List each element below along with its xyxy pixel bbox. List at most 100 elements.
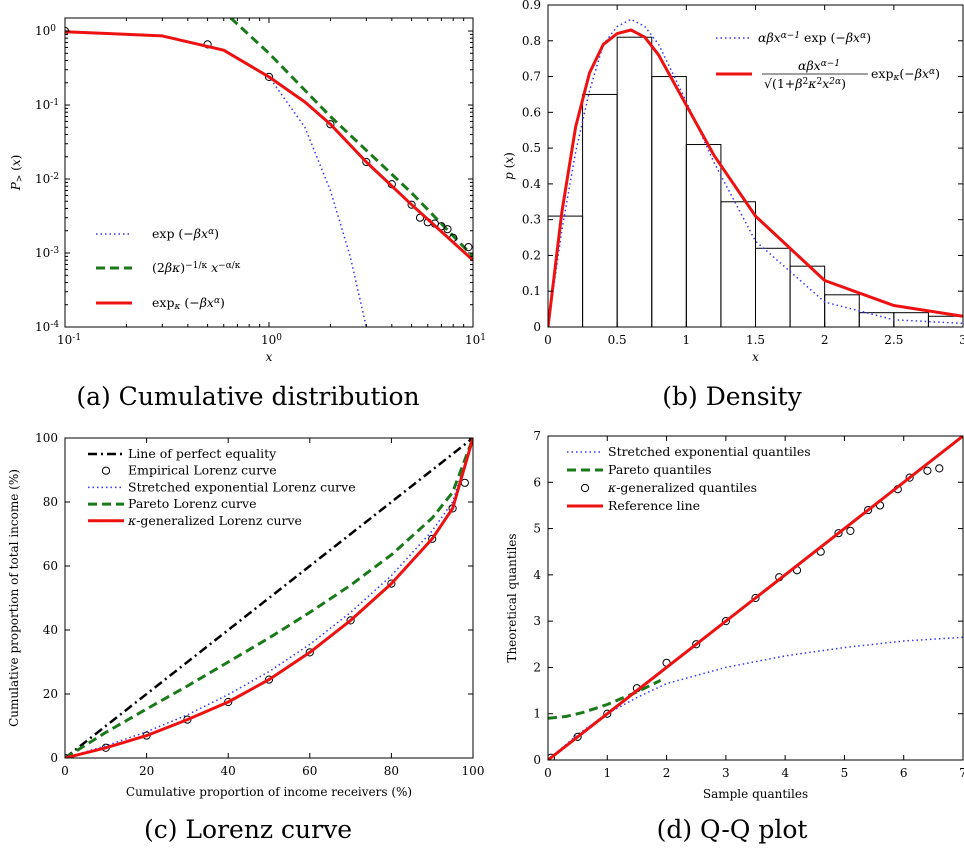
series-d-2-point <box>751 593 760 603</box>
x-tick-label: 40 <box>221 764 236 778</box>
histogram-bar <box>755 247 791 328</box>
y-tick-label: 100 <box>35 24 56 38</box>
y-tick-label: 0.7 <box>522 70 541 84</box>
panel-a: 10-1 100 101 10-4 10-3 10-2 10-1 100 x P> (x) (a) … <box>9 17 486 411</box>
series-c-1-point <box>346 616 355 625</box>
x-tick-label: 3 <box>959 333 964 347</box>
legend-entry: Pareto Lorenz curve <box>128 496 257 511</box>
x-axis-label: x <box>266 350 273 364</box>
histogram-bar <box>927 315 964 328</box>
series-d-1-line <box>548 679 662 720</box>
x-tick-label: 80 <box>384 764 399 778</box>
legend-entry: αβxα−1 <box>798 58 840 73</box>
y-tick-label: 0.4 <box>522 177 541 191</box>
plot-frame <box>547 435 964 761</box>
x-tick-label: 10-1 <box>57 333 81 347</box>
legend-swatch <box>580 483 590 493</box>
x-tick-label: 1 <box>683 333 691 347</box>
plot-frame <box>64 437 474 759</box>
series-a-3-point <box>443 225 452 234</box>
panel-caption: (a) Cumulative distribution <box>76 382 419 411</box>
series-c-1-point <box>305 648 314 657</box>
x-tick-label: 101 <box>465 333 486 347</box>
legend: αβxα−1 exp (−βxα) αβxα−1 √(1+β2κ2x2α) expκ(… <box>716 30 940 91</box>
y-tick-label: 0.1 <box>522 284 541 298</box>
series-d-2-point <box>548 753 556 760</box>
y-tick-label: 40 <box>43 623 58 637</box>
series-c-3-line <box>65 438 473 758</box>
series-d-2-point <box>603 709 612 718</box>
series-c-3 <box>65 438 473 758</box>
series-c-1-point <box>460 478 469 487</box>
x-axis-label: Sample quantiles <box>703 787 808 801</box>
series-d-2-point <box>573 732 582 741</box>
y-tick-label: 4 <box>533 568 541 582</box>
series-d-2-point <box>834 529 843 538</box>
x-tick-label: 1.5 <box>746 333 765 347</box>
x-tick-label: 7 <box>959 766 964 780</box>
series-d-1 <box>548 679 662 720</box>
legend-entry: Pareto quantiles <box>608 462 712 477</box>
series-a-3-point <box>464 243 473 252</box>
y-tick-label: 0 <box>50 751 58 765</box>
y-tick-label: 0.9 <box>522 0 541 12</box>
series-d-0-line <box>548 636 963 760</box>
legend-entry: Line of perfect equality <box>128 446 277 461</box>
y-tick-label: 5 <box>533 522 541 536</box>
x-tick-label: 60 <box>302 764 317 778</box>
legend-entry: expκ (−βxα) <box>152 295 225 312</box>
legend: exp (−βxα) (2βκ)−1/κ x−α/κ expκ (−βxα) <box>96 226 241 312</box>
panel-c: 0 20 40 60 80 100 0 20 40 60 80 100 Cumulative propo… <box>7 431 484 844</box>
series-c-0-line <box>65 438 473 758</box>
y-tick-label: 6 <box>533 475 541 489</box>
series-c-4-line <box>65 438 473 758</box>
series-a-2-line <box>65 30 473 262</box>
series-c-1-point <box>387 579 396 588</box>
y-tick-label: 20 <box>43 687 58 701</box>
y-tick-label: 7 <box>533 429 541 443</box>
y-tick-label: 10-2 <box>35 172 59 186</box>
y-tick-label: 0 <box>533 320 541 334</box>
x-tick-label: 100 <box>261 333 282 347</box>
x-tick-label: 2.5 <box>884 333 903 347</box>
series-d-2-point <box>692 640 701 649</box>
panel-b: 0 0.5 1 1.5 2 2.5 3 0 0.1 0.2 0.3 0.4 0.5 0.6 0.7 0.8 0.… <box>502 0 964 411</box>
x-tick-label: 0 <box>544 333 552 347</box>
legend-entry: Stretched exponential quantiles <box>608 444 811 459</box>
series-c-0 <box>65 438 473 758</box>
legend-entry: (2βκ)−1/κ x−α/κ <box>152 260 241 275</box>
series-a-3-point <box>326 120 335 129</box>
y-tick-label: 3 <box>533 614 541 628</box>
y-tick-label: 0.5 <box>522 141 541 155</box>
series-a-3 <box>65 26 473 252</box>
y-tick-label: 80 <box>43 495 58 509</box>
series-a-3-point <box>362 157 371 167</box>
series-d-2-point <box>846 526 855 535</box>
x-tick-label: 0 <box>61 764 69 778</box>
series-d-2-point <box>905 473 914 482</box>
series-c-1-point <box>428 534 437 543</box>
legend-entry: Stretched exponential Lorenz curve <box>128 479 356 494</box>
y-tick-label: 0.8 <box>522 34 541 48</box>
legend: Stretched exponential quantiles Pareto qu… <box>567 444 811 513</box>
x-tick-label: 5 <box>841 766 849 780</box>
y-axis-label: P> (x) <box>9 155 25 192</box>
histogram-bar <box>824 294 860 328</box>
series-a-3-point <box>264 72 274 81</box>
legend-entry: κ-generalized quantiles <box>607 480 757 495</box>
series-d-2-point <box>935 464 944 473</box>
plot-frame <box>64 17 474 328</box>
series-d-2-point <box>923 466 932 475</box>
series-d-2 <box>548 464 944 760</box>
series-a-1-line <box>229 18 473 258</box>
x-tick-label: 0.5 <box>608 333 627 347</box>
series-b-0 <box>548 18 963 327</box>
y-tick-label: 10-4 <box>35 320 59 334</box>
legend-entry: √(1+β2κ2x2α) <box>764 76 846 91</box>
series-d-2-point <box>864 505 873 515</box>
series-d-0 <box>548 636 963 760</box>
y-tick-label: 10-3 <box>35 246 59 260</box>
x-tick-label: 100 <box>462 764 485 778</box>
y-tick-label: 60 <box>43 559 58 573</box>
